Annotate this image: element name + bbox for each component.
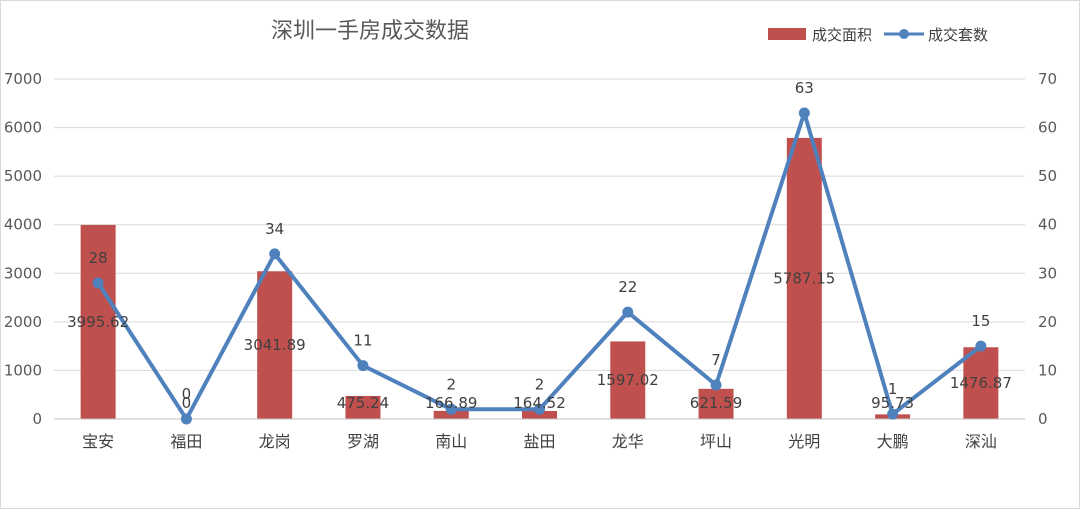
left-tick-label: 5000 [4, 167, 42, 185]
gridlines [54, 78, 1025, 371]
bar [345, 395, 381, 419]
category-label: 福田 [170, 432, 202, 451]
bar-data-label: 166.89 [425, 394, 478, 412]
bar [433, 410, 469, 419]
category-label: 深汕 [965, 432, 997, 451]
line-point [798, 107, 810, 119]
bar-data-label: 164.52 [513, 394, 566, 412]
category-label: 光明 [788, 432, 820, 451]
line-data-label: 7 [711, 351, 721, 369]
right-axis-ticks: 0 10 20 30 40 50 60 70 [1038, 70, 1057, 428]
right-tick-label: 50 [1038, 167, 1057, 185]
bar-data-label: 3995.62 [67, 313, 129, 331]
category-label: 盐田 [523, 432, 555, 451]
left-axis-ticks: 0 1000 2000 3000 4000 5000 6000 7000 [4, 70, 42, 428]
line-data-label: 0 [182, 385, 192, 403]
legend: 成交面积 成交套数 [768, 26, 988, 44]
bar [257, 271, 293, 419]
legend-label-area: 成交面积 [812, 26, 872, 44]
line-point [534, 403, 545, 415]
chart-title: 深圳一手房成交数据 [271, 19, 469, 44]
line-point [710, 379, 722, 391]
bar-data-label: 3041.89 [244, 336, 306, 354]
line-point [887, 408, 899, 420]
line-point [975, 340, 987, 352]
right-tick-label: 20 [1038, 313, 1057, 331]
category-label: 南山 [435, 432, 467, 451]
bar [698, 388, 734, 419]
line-data-label: 63 [795, 79, 814, 97]
bar [963, 347, 999, 419]
bar-data-labels: 3995.62 0 3041.89 475.24 166.89 164.52 1597.02… [67, 269, 1012, 412]
legend-label-count: 成交套数 [928, 26, 988, 44]
right-tick-label: 10 [1038, 361, 1057, 379]
line-data-label: 2 [446, 375, 456, 393]
right-tick-label: 30 [1038, 264, 1057, 282]
bar [610, 341, 646, 419]
category-labels: 宝安 福田 龙岗 罗湖 南山 盐田 龙华 坪山 光明 大鹏 深汕 [82, 432, 997, 451]
line-data-label: 11 [353, 332, 372, 350]
line-point [622, 306, 634, 318]
category-label: 罗湖 [347, 432, 379, 451]
category-label: 龙华 [612, 432, 644, 451]
legend-swatch-area [768, 28, 806, 40]
right-tick-label: 0 [1038, 410, 1048, 428]
category-label: 坪山 [700, 432, 732, 451]
bar-data-label: 1476.87 [950, 374, 1012, 392]
right-tick-label: 70 [1038, 70, 1057, 88]
category-label: 大鹏 [877, 432, 909, 451]
bar [80, 224, 116, 419]
left-tick-label: 3000 [4, 264, 42, 282]
left-tick-label: 7000 [4, 70, 42, 88]
line-series [92, 107, 987, 425]
bar-series [80, 137, 999, 419]
line-data-label: 22 [618, 278, 637, 296]
line-point [269, 248, 281, 260]
right-tick-label: 40 [1038, 216, 1057, 234]
left-tick-label: 2000 [4, 313, 42, 331]
line-point [180, 413, 192, 425]
left-tick-label: 6000 [4, 119, 42, 137]
line-point [357, 360, 369, 372]
line-point [92, 277, 104, 289]
bar-data-label: 1597.02 [597, 371, 659, 389]
right-tick-label: 60 [1038, 119, 1057, 137]
series-line [96, 111, 983, 421]
line-data-label: 34 [265, 220, 284, 238]
line-point [445, 403, 457, 415]
left-tick-label: 4000 [4, 216, 42, 234]
legend-swatch-count-marker [899, 29, 909, 39]
line-data-label: 2 [535, 375, 545, 393]
line-data-label: 15 [971, 312, 990, 330]
left-tick-label: 1000 [4, 361, 42, 379]
bar-data-label: 95.73 [871, 394, 914, 412]
bar-data-label: 475.24 [337, 394, 390, 412]
line-data-label: 28 [89, 249, 108, 267]
bar-data-label: 621.59 [690, 394, 743, 412]
line-data-label: 1 [888, 380, 898, 398]
bar [786, 137, 822, 419]
left-tick-label: 0 [32, 410, 42, 428]
category-label: 宝安 [82, 432, 114, 451]
bar-data-label: 0 [182, 394, 192, 412]
bar-data-label: 5787.15 [773, 269, 835, 287]
category-label: 龙岗 [259, 432, 291, 451]
bar [522, 411, 557, 419]
